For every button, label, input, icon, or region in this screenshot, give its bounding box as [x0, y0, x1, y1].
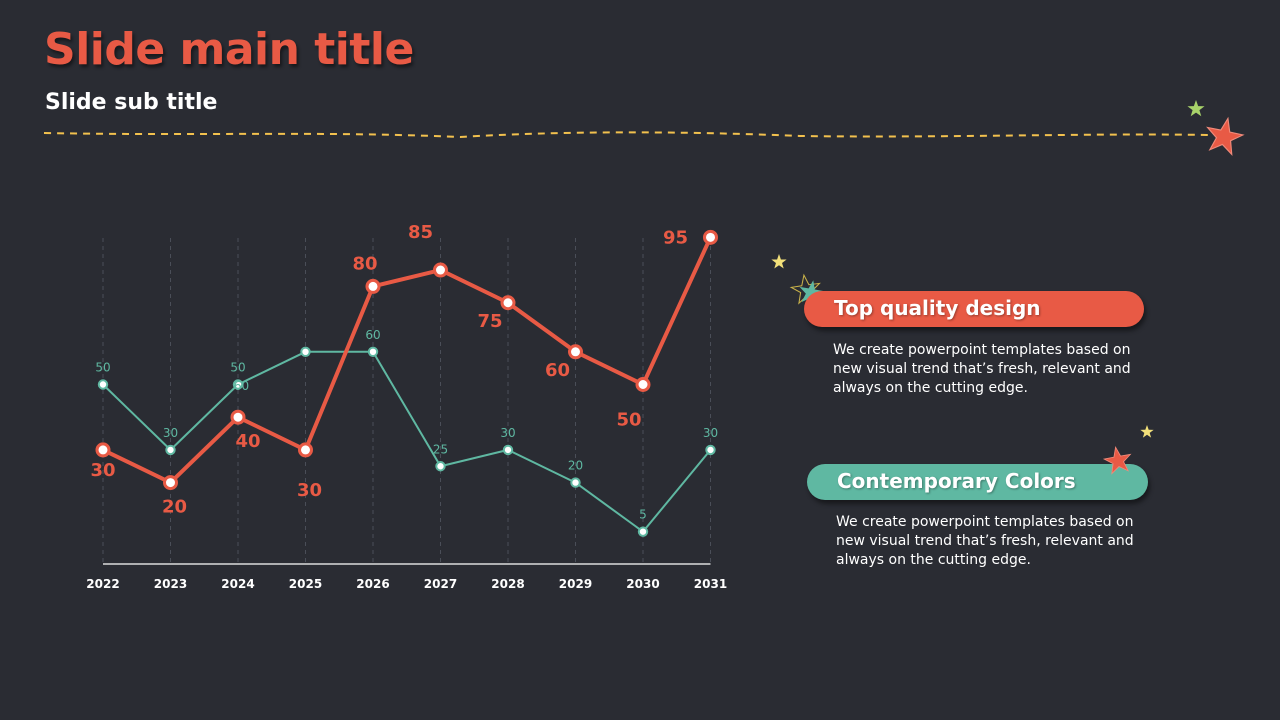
data-label-teal: 30 — [500, 426, 515, 440]
feature-description-contemporary-colors: We create powerpoint templates based on … — [836, 514, 1134, 568]
data-label-red: 20 — [162, 497, 187, 518]
star-icon — [1187, 100, 1205, 117]
data-point-red — [433, 262, 448, 278]
data-label-red: 30 — [90, 460, 115, 481]
slide-subtitle: Slide sub title — [45, 90, 218, 115]
data-label-teal: 50 — [230, 361, 245, 375]
x-tick-label: 2025 — [289, 577, 322, 591]
x-tick-label: 2029 — [559, 577, 592, 591]
data-point-red — [298, 442, 313, 458]
dashed-divider — [43, 131, 1211, 139]
data-label-red: 75 — [477, 311, 502, 332]
data-point-teal — [300, 346, 311, 357]
data-label-teal: 30 — [703, 426, 718, 440]
data-point-red — [635, 377, 651, 392]
data-label-red: 80 — [352, 253, 377, 274]
data-point-teal — [165, 444, 176, 456]
data-point-teal — [502, 444, 514, 456]
star-icon — [771, 254, 787, 269]
data-point-teal — [232, 379, 244, 390]
slide-title: Slide main title — [44, 24, 414, 75]
x-tick-label: 2026 — [356, 577, 389, 591]
data-label-red: 50 — [616, 410, 641, 431]
data-label-teal: 20 — [568, 459, 583, 473]
star-icon — [1206, 116, 1245, 156]
series-line-teal — [102, 350, 712, 533]
data-label-teal: 25 — [433, 442, 448, 456]
data-point-red — [163, 475, 178, 491]
data-point-teal — [705, 444, 716, 456]
data-point-red — [500, 295, 516, 311]
x-tick-label: 2022 — [86, 577, 119, 591]
data-point-red — [230, 409, 246, 425]
x-tick-label: 2023 — [154, 577, 187, 591]
data-point-red — [95, 442, 111, 458]
x-tick-label: 2024 — [221, 577, 254, 591]
data-point-teal — [435, 461, 446, 472]
x-tick-label: 2027 — [424, 577, 457, 591]
series-line-red — [102, 236, 713, 485]
data-point-teal — [97, 379, 109, 390]
data-label-red: 40 — [235, 431, 260, 452]
feature-description-top-quality: We create powerpoint templates based on … — [833, 342, 1131, 396]
data-label-red: 30 — [297, 480, 322, 501]
x-tick-label: 2031 — [694, 577, 727, 591]
data-point-red — [365, 278, 381, 294]
data-point-teal — [570, 477, 581, 488]
x-tick-label: 2030 — [626, 577, 659, 591]
data-point-red — [568, 344, 583, 360]
data-label-red: 60 — [545, 360, 570, 381]
data-label-teal: 60 — [365, 328, 380, 342]
data-label-teal: 5 — [639, 508, 647, 522]
data-point-red — [703, 229, 718, 245]
data-label-teal: 60 — [234, 379, 249, 393]
star-icon — [799, 280, 824, 305]
data-point-teal — [637, 526, 649, 537]
data-label-teal: 50 — [95, 361, 110, 375]
data-point-teal — [367, 346, 379, 357]
star-icon — [1140, 425, 1154, 438]
x-tick-label: 2028 — [491, 577, 524, 591]
feature-title-top-quality: Top quality design — [804, 291, 1144, 327]
data-label-red: 95 — [663, 227, 688, 248]
data-label-teal: 30 — [163, 426, 178, 440]
feature-title-contemporary-colors: Contemporary Colors — [807, 464, 1148, 500]
data-label-red: 85 — [408, 222, 433, 243]
